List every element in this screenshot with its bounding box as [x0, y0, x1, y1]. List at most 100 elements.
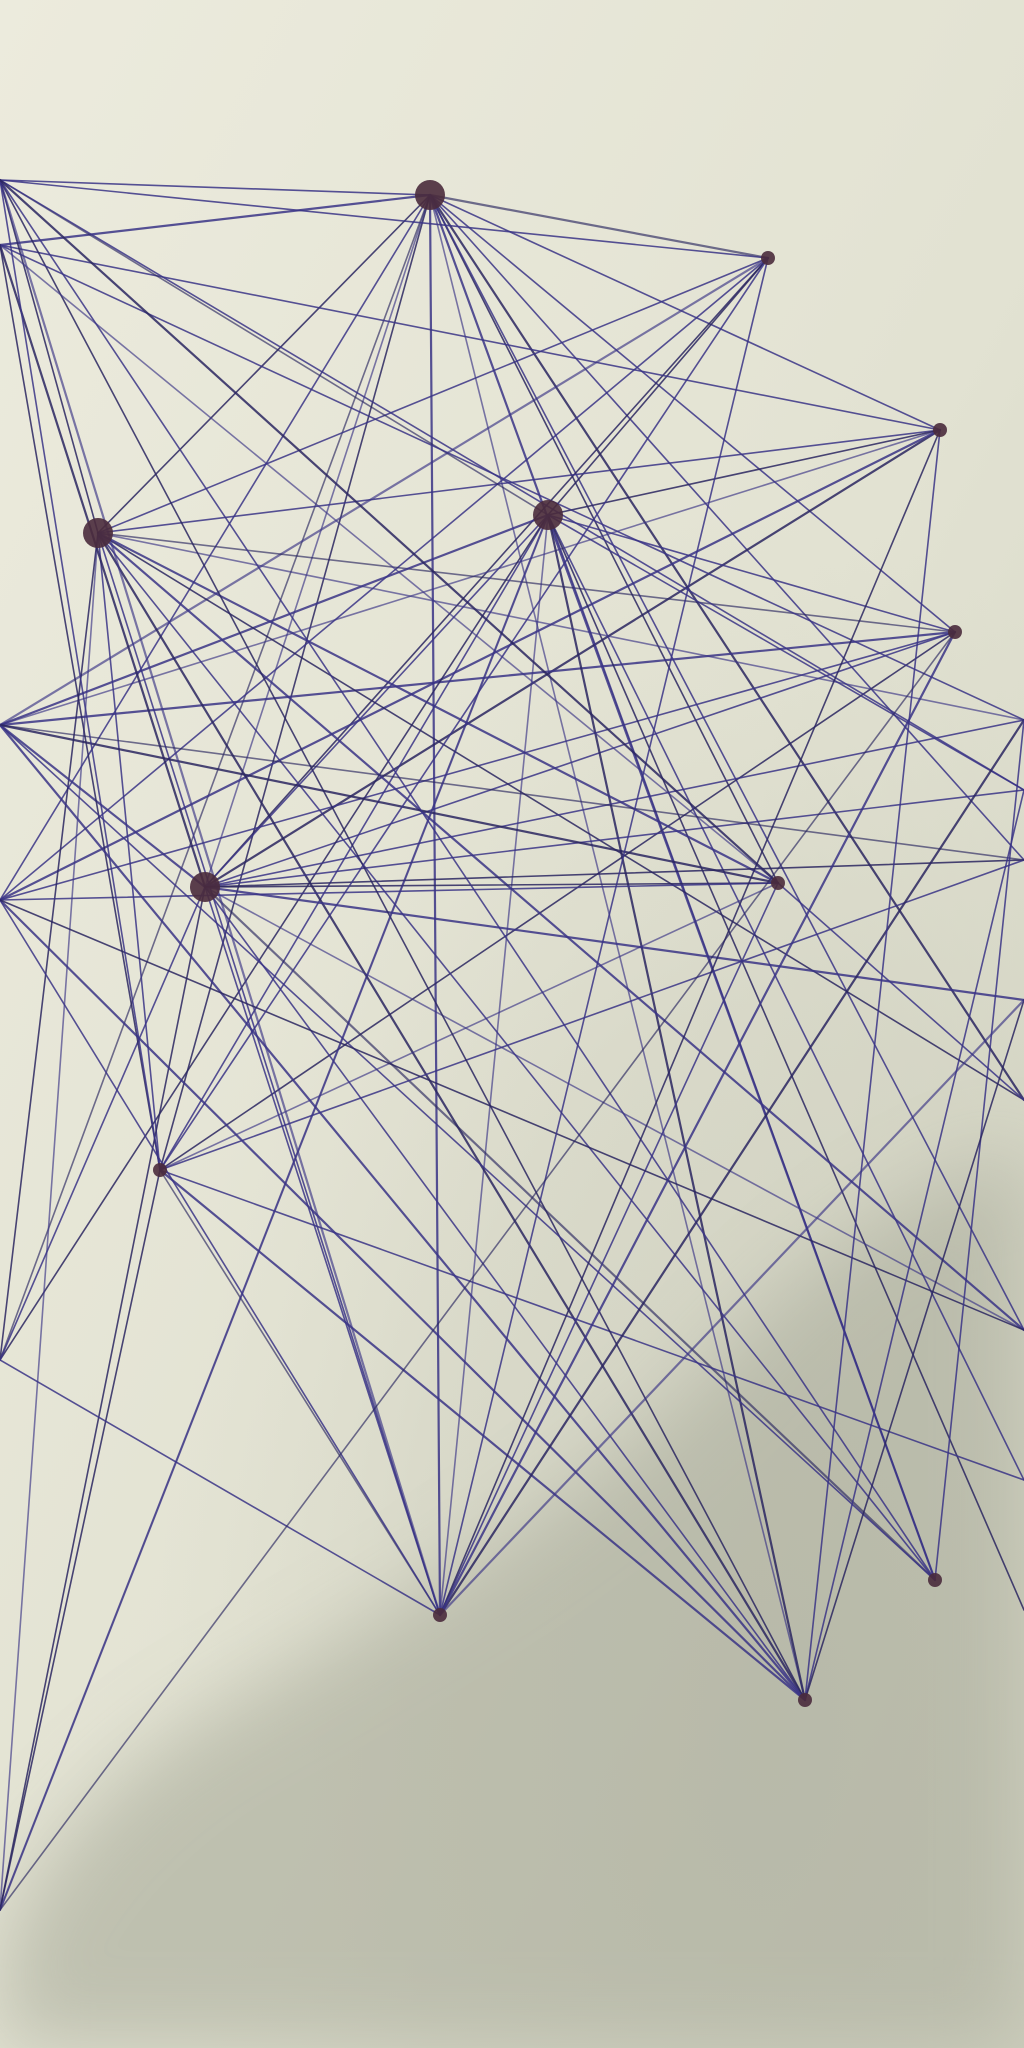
ink-line — [158, 1168, 807, 1702]
ink-line — [429, 194, 956, 633]
ink-line — [96, 531, 1024, 1332]
ink-line — [97, 532, 1024, 721]
ink-line — [0, 243, 207, 889]
ink-line — [97, 532, 441, 1616]
ink-line — [0, 244, 161, 1171]
ink-line — [0, 724, 1024, 861]
ink-line — [0, 899, 1024, 1331]
ink-line — [0, 194, 431, 1361]
ink-line — [0, 723, 207, 889]
ink-line — [547, 514, 1024, 791]
ink-line — [0, 724, 936, 1581]
anchor-point — [928, 1573, 942, 1587]
ink-line — [0, 723, 780, 885]
ink-line — [438, 630, 957, 1617]
ink-line — [203, 885, 1024, 1002]
ink-line — [0, 898, 807, 1702]
ink-line — [97, 257, 769, 534]
ink-line — [547, 257, 769, 516]
anchor-point — [798, 1693, 812, 1707]
ink-line — [429, 194, 1024, 861]
ink-line — [204, 514, 549, 888]
anchor-point — [190, 872, 220, 902]
ink-line — [547, 514, 936, 1581]
ink-line — [547, 514, 1024, 1611]
ink-line — [0, 630, 957, 727]
ink-line — [0, 882, 779, 901]
ink-line — [429, 194, 806, 1701]
ink-line — [97, 429, 941, 534]
anchor-point — [933, 423, 947, 437]
ink-line — [439, 257, 769, 1616]
ink-line — [97, 532, 1024, 1101]
ink-line — [429, 194, 1024, 1331]
anchor-point — [415, 180, 445, 210]
ink-line — [438, 718, 1024, 1617]
ink-line — [439, 429, 941, 1616]
ink-line — [0, 179, 161, 1171]
ink-line — [547, 514, 956, 633]
ink-line — [0, 532, 99, 1911]
ink-line — [0, 428, 942, 902]
ink-line — [159, 859, 1024, 1171]
ink-line — [0, 179, 431, 196]
anchor-point — [433, 1608, 447, 1622]
ink-lines — [0, 178, 1024, 1912]
ink-line — [0, 179, 936, 1581]
anchor-point — [83, 518, 113, 548]
ink-line — [97, 532, 161, 1171]
ink-line — [804, 429, 941, 1701]
ink-line — [96, 531, 780, 885]
ink-line — [0, 514, 549, 1911]
ink-line — [0, 429, 941, 726]
ink-line — [777, 882, 1024, 1101]
ink-line — [934, 719, 1024, 1581]
ink-line — [97, 532, 956, 633]
ink-line — [0, 514, 549, 1361]
ink-line — [0, 1359, 441, 1616]
ink-line — [159, 1169, 441, 1616]
anchor-point — [761, 251, 775, 265]
ink-line — [159, 257, 769, 1171]
ink-line — [0, 244, 779, 884]
ink-line — [203, 885, 937, 1582]
ink-line — [547, 429, 941, 516]
ink-line — [439, 514, 549, 1616]
anchor-points — [83, 180, 962, 1707]
ink-line — [0, 179, 549, 516]
anchor-point — [771, 876, 785, 890]
ink-line — [439, 882, 779, 1616]
ink-line — [0, 532, 99, 1361]
ink-line — [203, 428, 942, 889]
ink-line — [0, 179, 99, 534]
ink-line — [0, 179, 1024, 791]
ink-line — [428, 193, 442, 1617]
ink-line — [0, 723, 807, 1702]
ink-line — [428, 193, 1024, 1102]
ink-line — [804, 789, 1024, 1701]
ink-line — [428, 193, 770, 260]
anchor-point — [948, 625, 962, 639]
ink-line — [0, 631, 956, 1911]
anchor-point — [153, 1163, 167, 1177]
ink-line — [204, 859, 1024, 888]
ink-line — [204, 789, 1024, 888]
ink-line — [204, 719, 1024, 888]
ink-line — [159, 882, 779, 1171]
ink-line — [0, 899, 441, 1616]
ink-line — [97, 194, 431, 534]
ink-line — [96, 531, 807, 1702]
ink-line — [0, 179, 769, 259]
ink-line — [0, 886, 206, 1911]
ink-line — [0, 244, 1024, 721]
ink-line — [204, 882, 779, 888]
ink-line — [0, 1169, 161, 1911]
ink-line — [97, 532, 936, 1581]
ink-line — [547, 514, 1024, 1481]
ink-line — [0, 193, 432, 247]
ink-line — [0, 178, 780, 885]
ink-line — [0, 513, 550, 727]
ink-line — [804, 999, 1024, 1701]
ink-line — [159, 514, 549, 1171]
